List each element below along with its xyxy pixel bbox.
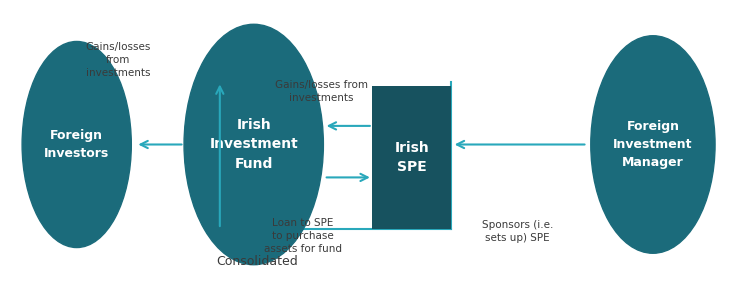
Text: Irish
Investment
Fund: Irish Investment Fund <box>209 118 298 171</box>
Text: Foreign
Investors: Foreign Investors <box>44 129 110 160</box>
Ellipse shape <box>22 41 132 248</box>
Ellipse shape <box>184 24 324 265</box>
Text: Gains/losses
from
investments: Gains/losses from investments <box>85 42 151 78</box>
Text: Loan to SPE
to purchase
assets for fund: Loan to SPE to purchase assets for fund <box>264 218 342 254</box>
Text: Foreign
Investment
Manager: Foreign Investment Manager <box>613 120 692 169</box>
Ellipse shape <box>590 36 715 253</box>
Text: Consolidated: Consolidated <box>217 255 299 268</box>
Text: Gains/losses from
investments: Gains/losses from investments <box>275 80 368 103</box>
Text: Irish
SPE: Irish SPE <box>395 141 429 174</box>
Bar <box>373 86 451 229</box>
Text: Sponsors (i.e.
sets up) SPE: Sponsors (i.e. sets up) SPE <box>482 220 553 243</box>
